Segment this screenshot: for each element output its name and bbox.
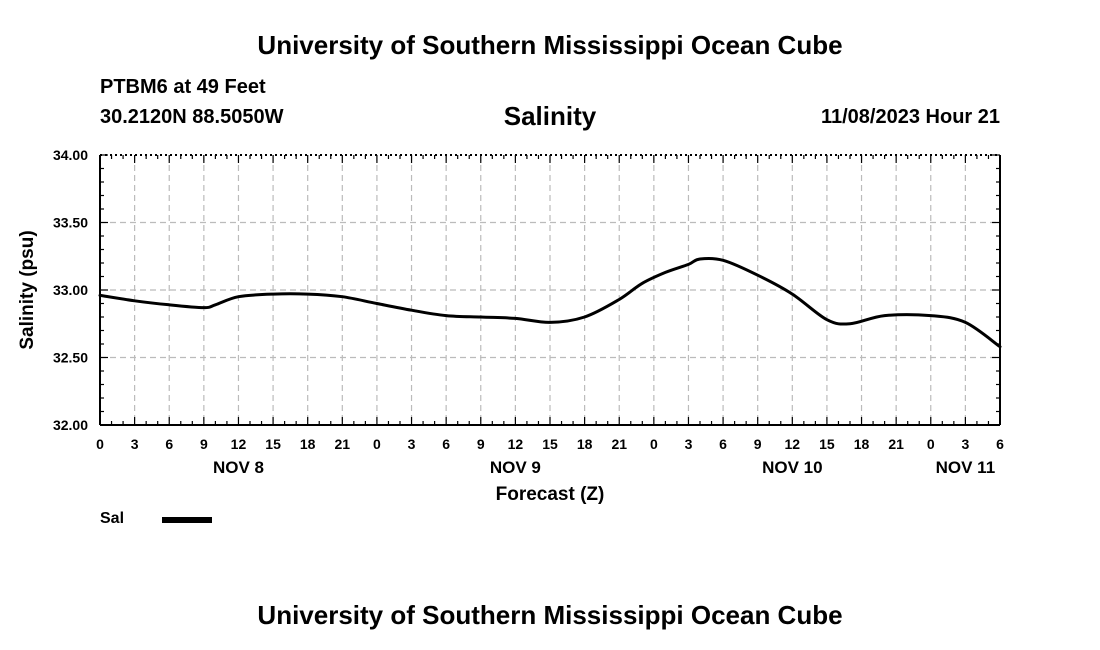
y-tick-label: 33.50 [53,215,88,231]
x-tick-label: 12 [785,436,801,452]
y-tick-label: 32.50 [53,350,88,366]
x-day-label: NOV 8 [213,458,264,477]
x-tick-label: 3 [408,436,416,452]
legend-line-swatch [162,517,212,523]
x-tick-label: 15 [542,436,558,452]
x-tick-label: 3 [131,436,139,452]
x-tick-label: 0 [373,436,381,452]
x-axis-title: Forecast (Z) [496,484,605,505]
y-tick-label: 33.00 [53,282,88,298]
y-tick-label: 34.00 [53,147,88,163]
y-axis-title: Salinity (psu) [17,230,38,349]
x-tick-label: 21 [335,436,351,452]
x-tick-label: 6 [165,436,173,452]
x-tick-label: 9 [477,436,485,452]
x-tick-label: 6 [719,436,727,452]
x-tick-label: 21 [888,436,904,452]
chart-title: Salinity [503,101,597,131]
x-tick-label: 15 [265,436,281,452]
x-tick-label: 3 [961,436,969,452]
x-tick-label: 15 [819,436,835,452]
x-tick-label: 0 [927,436,935,452]
x-tick-label: 0 [650,436,658,452]
forecast-datetime: 11/08/2023 Hour 21 [820,106,1000,128]
x-tick-label: 3 [685,436,693,452]
x-day-label: NOV 9 [490,458,541,477]
x-tick-label: 9 [754,436,762,452]
x-tick-label: 18 [577,436,593,452]
x-tick-label: 9 [200,436,208,452]
y-tick-label: 32.00 [53,417,88,433]
x-tick-label: 12 [231,436,247,452]
x-tick-label: 21 [611,436,627,452]
x-tick-label: 18 [854,436,870,452]
page-title: University of Southern Mississippi Ocean… [257,30,843,60]
station-coordinates: 30.2120N 88.5050W [100,106,284,128]
x-tick-label: 12 [508,436,524,452]
footer-title: University of Southern Mississippi Ocean… [257,600,843,630]
x-tick-label: 0 [96,436,104,452]
series-line-sal [98,256,1002,349]
station-label: PTBM6 at 49 Feet [100,76,266,98]
x-day-label: NOV 10 [762,458,822,477]
x-tick-label: 6 [996,436,1004,452]
x-tick-label: 6 [442,436,450,452]
x-day-label: NOV 11 [936,458,996,477]
legend-label: Sal [100,510,125,527]
x-tick-label: 18 [300,436,316,452]
